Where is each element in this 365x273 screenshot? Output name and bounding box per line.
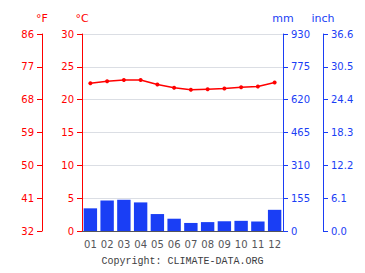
svg-text:465: 465 [291, 127, 310, 138]
svg-text:25: 25 [61, 61, 74, 72]
svg-text:10: 10 [61, 160, 74, 171]
svg-text:inch: inch [311, 12, 334, 25]
svg-text:930: 930 [291, 29, 310, 40]
svg-text:155: 155 [291, 193, 310, 204]
svg-text:03: 03 [118, 239, 131, 250]
svg-text:10: 10 [235, 239, 248, 250]
svg-text:620: 620 [291, 94, 310, 105]
svg-text:05: 05 [151, 239, 164, 250]
svg-text:18.3: 18.3 [331, 127, 353, 138]
svg-text:30.5: 30.5 [331, 61, 353, 72]
svg-text:77: 77 [21, 61, 34, 72]
svg-text:11: 11 [252, 239, 265, 250]
svg-text:68: 68 [21, 94, 34, 105]
svg-text:30: 30 [61, 29, 74, 40]
svg-text:41: 41 [21, 193, 34, 204]
svg-text:mm: mm [272, 12, 293, 25]
svg-text:0.0: 0.0 [331, 226, 347, 237]
svg-text:15: 15 [61, 127, 74, 138]
svg-text:0: 0 [68, 226, 74, 237]
svg-text:6.1: 6.1 [331, 193, 347, 204]
svg-text:86: 86 [21, 29, 34, 40]
svg-text:02: 02 [101, 239, 114, 250]
svg-text:°C: °C [75, 12, 89, 25]
svg-text:775: 775 [291, 61, 310, 72]
svg-text:01: 01 [84, 239, 97, 250]
svg-text:24.4: 24.4 [331, 94, 353, 105]
svg-text:0: 0 [291, 226, 297, 237]
svg-text:36.6: 36.6 [331, 29, 353, 40]
svg-text:12: 12 [268, 239, 281, 250]
svg-text:12.2: 12.2 [331, 160, 353, 171]
svg-text:04: 04 [134, 239, 147, 250]
svg-text:09: 09 [218, 239, 231, 250]
svg-text:32: 32 [21, 226, 34, 237]
svg-text:Copyright: CLIMATE-DATA.ORG: Copyright: CLIMATE-DATA.ORG [101, 256, 263, 267]
svg-text:20: 20 [61, 94, 74, 105]
svg-text:°F: °F [36, 12, 48, 25]
svg-text:59: 59 [21, 127, 34, 138]
svg-text:50: 50 [21, 160, 34, 171]
svg-text:5: 5 [68, 193, 74, 204]
svg-text:08: 08 [201, 239, 214, 250]
svg-text:06: 06 [168, 239, 181, 250]
svg-text:310: 310 [291, 160, 310, 171]
svg-text:07: 07 [185, 239, 198, 250]
